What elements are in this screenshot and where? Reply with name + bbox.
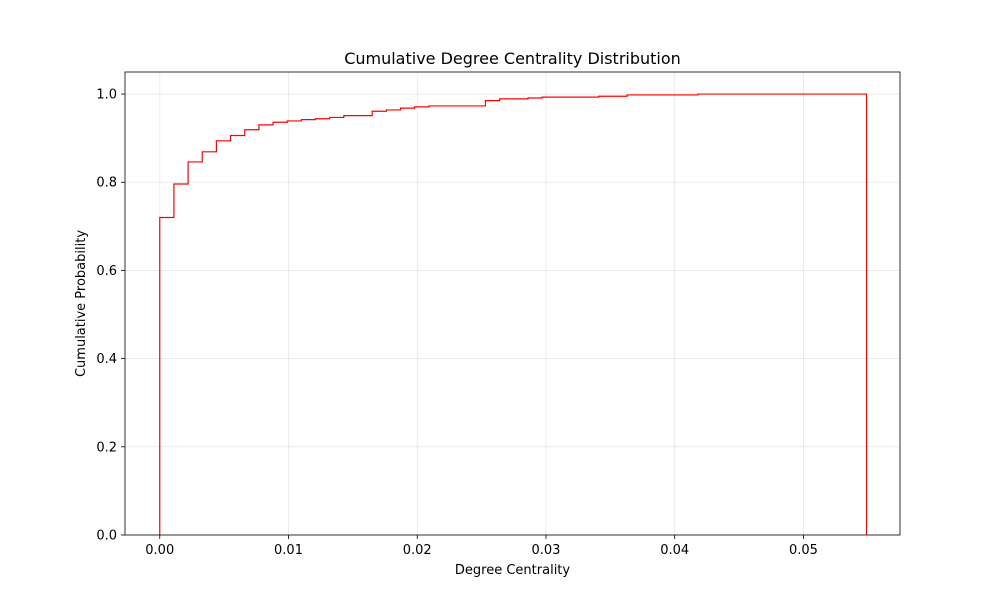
- grid: [125, 72, 900, 536]
- y-tick-label: 0.2: [96, 440, 117, 455]
- y-tick-label: 1.0: [96, 88, 117, 103]
- cdf-step-line: [159, 93, 868, 535]
- x-tick-label: 0.04: [660, 543, 689, 558]
- x-tick-label: 0.01: [274, 543, 303, 558]
- y-tick-label: 0.0: [96, 529, 117, 544]
- plot-series: [159, 93, 868, 535]
- y-tick-label: 0.8: [96, 176, 117, 191]
- x-tick-label: 0.03: [531, 543, 560, 558]
- plot-frame: [124, 71, 901, 536]
- x-tick-label: 0.05: [789, 543, 818, 558]
- y-tick-label: 0.4: [96, 352, 117, 367]
- y-tick-label: 0.6: [96, 264, 117, 279]
- chart-title: Cumulative Degree Centrality Distributio…: [344, 49, 681, 68]
- x-axis-label: Degree Centrality: [455, 563, 570, 578]
- y-axis-ticks: 0.0 0.2 0.4 0.6 0.8 1.0: [96, 88, 125, 544]
- x-tick-label: 0.02: [403, 543, 432, 558]
- x-tick-label: 0.00: [145, 543, 174, 558]
- x-axis-ticks: 0.00 0.01 0.02 0.03 0.04 0.05: [145, 535, 818, 558]
- y-axis-label: Cumulative Probability: [74, 230, 89, 377]
